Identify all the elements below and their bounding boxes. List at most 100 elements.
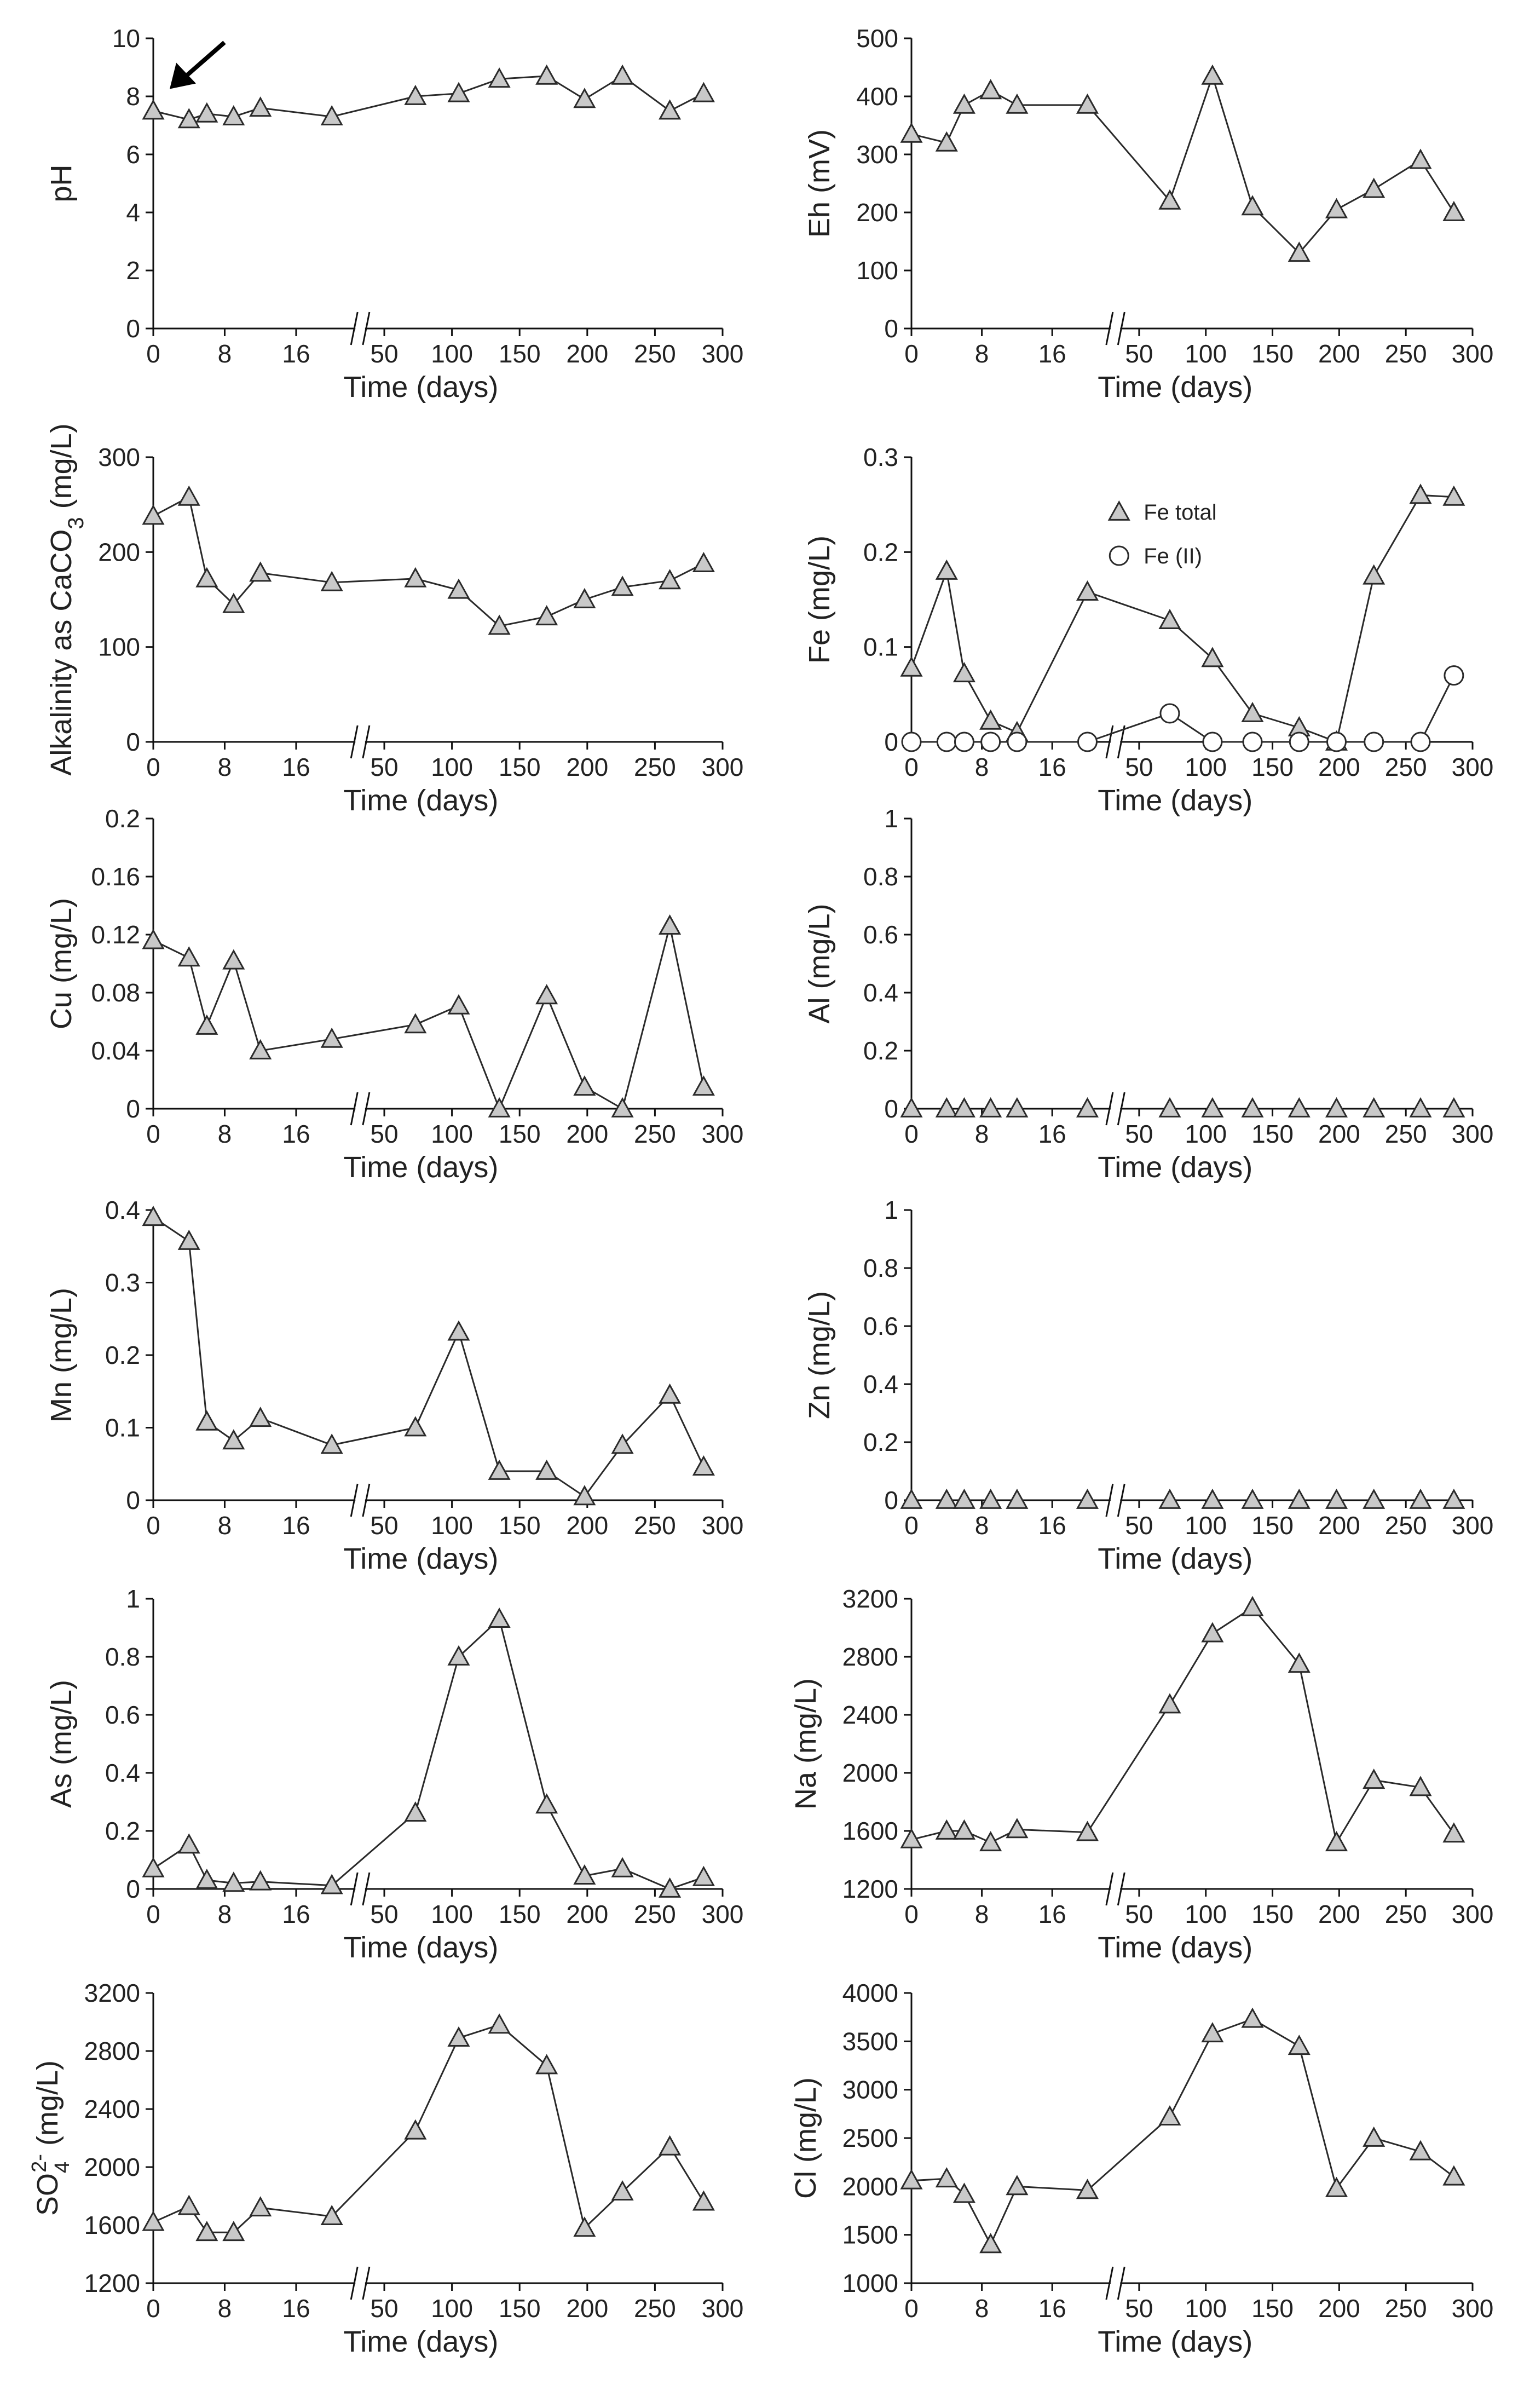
y-tick-label: 6 [126, 140, 140, 169]
x-axis-title: Time (days) [1098, 371, 1252, 404]
data-point-triangle [611, 1857, 634, 1877]
x-tick-label: 150 [499, 753, 541, 781]
x-tick-label: 50 [1125, 339, 1153, 368]
data-point-triangle [1006, 2175, 1029, 2196]
data-point-triangle [142, 99, 165, 120]
data-point-triangle [1158, 2105, 1181, 2126]
data-point-triangle [1363, 2126, 1386, 2147]
data-point-triangle [1442, 200, 1465, 221]
data-point-triangle [142, 929, 165, 949]
y-tick-label: 200 [98, 538, 140, 566]
data-point-triangle [900, 2169, 923, 2190]
data-point-triangle [488, 1459, 511, 1480]
x-tick-label: 200 [1318, 753, 1360, 781]
y-tick-label: 0.3 [105, 1269, 140, 1297]
y-tick-label: 0.2 [863, 1428, 898, 1456]
chart-mn: 0 0.1 0.2 0.3 0.4 0 8 16 50 100 150 200 250 300 Time (… [45, 1196, 743, 1575]
data-point-circle [1077, 731, 1098, 752]
x-axis-title: Time (days) [343, 371, 498, 404]
chart-so4: 1200 1600 2000 2400 2800 3200 0 8 16 50 100 150 200 2… [28, 1979, 743, 2358]
data-point-triangle [177, 485, 200, 506]
y-tick-label: 0.4 [863, 978, 898, 1007]
data-point-circle [1159, 703, 1180, 724]
data-point-triangle [611, 2180, 634, 2200]
x-tick-label: 250 [1385, 1120, 1427, 1148]
x-tick-label: 8 [975, 1511, 989, 1540]
chart-alkalinity: 0 100 200 300 0 8 16 50 100 150 200 250 300 Time (day… [45, 423, 743, 817]
data-point-triangle [222, 2221, 245, 2242]
x-tick-label: 150 [499, 1900, 541, 1928]
data-point-circle [1242, 731, 1263, 752]
x-tick-label: 300 [1452, 753, 1494, 781]
data-point-triangle [611, 575, 634, 596]
data-point-triangle [535, 2054, 558, 2075]
x-tick-label: 50 [370, 753, 398, 781]
chart-as: 0 0.2 0.4 0.6 0.8 1 0 8 16 50 100 150 200 250 300 Time … [45, 1585, 743, 1964]
y-tick-label: 1 [884, 1196, 898, 1224]
data-point-triangle [1201, 64, 1224, 85]
y-tick-label: 200 [856, 198, 898, 227]
x-tick-label: 150 [1251, 1900, 1294, 1928]
x-tick-label: 150 [1251, 339, 1294, 368]
data-point-triangle [1201, 647, 1224, 667]
x-tick-label: 300 [1452, 1511, 1494, 1540]
x-tick-label: 200 [566, 753, 608, 781]
data-point-triangle [1241, 1488, 1264, 1509]
data-point-triangle [177, 1229, 200, 1250]
data-point-triangle [659, 569, 682, 590]
data-point-triangle [249, 1870, 272, 1891]
data-point-triangle [1241, 1097, 1264, 1117]
x-tick-label: 200 [1318, 1511, 1360, 1540]
series-line [911, 1606, 1455, 1845]
x-tick-label: 300 [702, 1511, 744, 1540]
x-tick-label: 0 [146, 1120, 160, 1148]
data-point-triangle [1363, 564, 1386, 585]
data-point-triangle [1076, 1821, 1099, 1841]
y-tick-label: 2000 [84, 2153, 140, 2181]
y-tick-label: 2500 [842, 2124, 898, 2152]
data-point-triangle [573, 88, 596, 108]
data-point-triangle [222, 1429, 245, 1450]
x-tick-label: 100 [1185, 753, 1227, 781]
x-tick-label: 100 [1185, 2294, 1227, 2323]
data-point-triangle [488, 2013, 511, 2034]
data-point-triangle [447, 1320, 470, 1341]
data-point-triangle [535, 605, 558, 626]
y-tick-label: 300 [856, 140, 898, 169]
data-point-triangle [320, 105, 343, 125]
data-point-triangle [1201, 1097, 1224, 1117]
chart-eh: 0 100 200 300 400 500 0 8 16 50 100 150 200 250 300 Tim… [803, 24, 1493, 404]
data-point-triangle [979, 79, 1002, 100]
x-tick-label: 100 [431, 2294, 473, 2323]
data-point-triangle [692, 1865, 715, 1886]
series-line [910, 494, 1454, 744]
y-tick-label: 4 [126, 198, 140, 227]
data-point-circle [954, 731, 974, 752]
data-point-triangle [1158, 609, 1181, 630]
data-point-triangle [142, 1206, 165, 1226]
x-tick-label: 250 [1385, 339, 1427, 368]
axis-break-mark [1105, 725, 1114, 759]
data-point-triangle [1288, 2035, 1311, 2055]
data-point-triangle [1409, 148, 1432, 169]
x-tick-label: 50 [1125, 2294, 1153, 2323]
data-point-triangle [1325, 1488, 1348, 1509]
axis-break-mark [1105, 2266, 1114, 2300]
data-point-triangle [900, 1488, 923, 1509]
x-tick-label: 50 [370, 339, 398, 368]
x-axis-title: Time (days) [1098, 2325, 1252, 2358]
data-point-circle [1364, 731, 1384, 752]
x-tick-label: 8 [218, 2294, 232, 2323]
data-point-triangle [659, 914, 682, 935]
x-tick-label: 50 [370, 1120, 398, 1148]
x-tick-label: 0 [904, 2294, 919, 2323]
x-tick-label: 16 [282, 339, 310, 368]
x-tick-label: 16 [282, 1120, 310, 1148]
series-line [153, 1217, 705, 1498]
x-tick-label: 300 [1452, 339, 1494, 368]
y-axis-title: Na (mg/L) [789, 1678, 822, 1810]
data-point-triangle [249, 1407, 272, 1427]
y-tick-label: 0 [126, 314, 140, 343]
data-point-triangle [447, 578, 470, 599]
data-point-triangle [404, 567, 427, 587]
